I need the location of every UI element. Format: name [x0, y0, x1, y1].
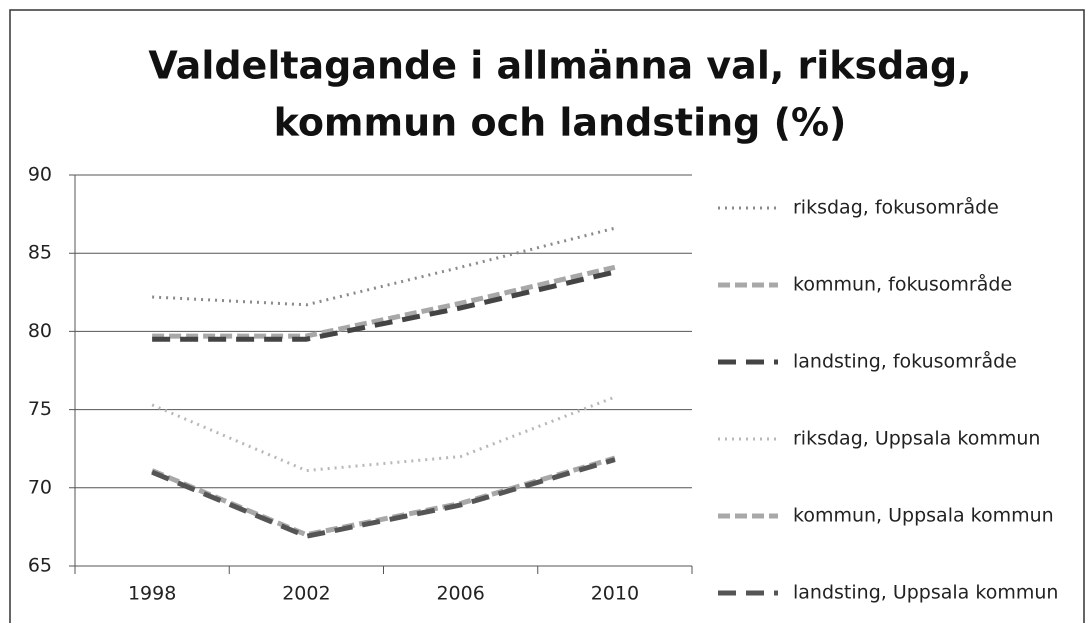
legend-label: riksdag, Uppsala kommun: [793, 428, 1040, 450]
legend-label: kommun, fokusområde: [793, 273, 1012, 296]
y-tick-label: 65: [28, 555, 52, 577]
chart-frame: [9, 9, 1085, 623]
series-line: [152, 269, 616, 342]
series-line: [151, 455, 616, 538]
x-tick-label: 1998: [128, 583, 176, 605]
y-tick-label: 90: [28, 164, 52, 186]
y-tick-label: 85: [28, 242, 52, 264]
legend-label: kommun, Uppsala kommun: [793, 505, 1054, 527]
y-tick-label: 70: [28, 476, 52, 498]
series-line: [152, 264, 616, 339]
x-tick-label: 2010: [591, 583, 639, 605]
legend-label: riksdag, fokusområde: [793, 196, 999, 219]
legend-label: landsting, Uppsala kommun: [793, 582, 1058, 604]
chart-title: kommun och landsting (%): [274, 101, 847, 145]
series-line: [152, 226, 616, 307]
y-tick-label: 80: [28, 320, 52, 342]
series-line: [151, 457, 616, 539]
series-line: [151, 395, 616, 473]
x-tick-label: 2002: [282, 583, 330, 605]
legend-label: landsting, fokusområde: [793, 350, 1017, 373]
chart-title: Valdeltagande i allmänna val, riksdag,: [148, 44, 971, 88]
x-tick-label: 2006: [436, 583, 484, 605]
y-tick-label: 75: [28, 398, 52, 420]
